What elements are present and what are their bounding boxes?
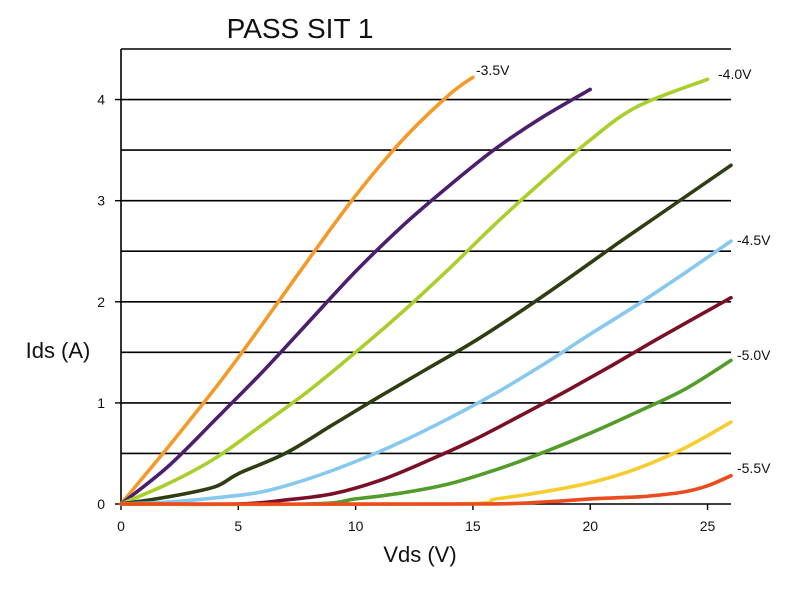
y-tick-label: 0 [97,496,105,512]
curve-labels: -3.5V -4.0V -4.5V -5.0V -5.5V [476,62,771,476]
curve-label: -5.0V [737,347,771,363]
curve-label: -4.0V [718,66,752,82]
series-line [119,358,733,507]
x-axis-label: Vds (V) [383,542,456,567]
series-line [119,473,733,506]
x-tick-label: 15 [465,518,481,534]
y-tick-label: 4 [97,92,105,108]
series-line [119,75,475,506]
x-tick-label: 5 [234,518,242,534]
curve-label: -3.5V [476,62,510,78]
series-line [119,163,733,506]
curve-label: -5.5V [737,460,771,476]
y-tick-label: 2 [97,294,105,310]
y-tick-label: 3 [97,193,105,209]
y-axis-label: Ids (A) [26,338,91,363]
series-line [119,239,733,506]
x-tick-label: 20 [582,518,598,534]
curve-label: -4.5V [737,232,771,248]
series-line [119,295,733,507]
y-tick-label: 1 [97,395,105,411]
series-line [119,87,592,506]
x-tick-label: 10 [348,518,364,534]
x-tick-label: 25 [700,518,716,534]
chart-title: PASS SIT 1 [227,13,374,44]
horizontal-gridlines [121,48,731,455]
x-tick-label: 0 [117,518,125,534]
series-line [119,77,710,506]
series-lines [119,75,733,507]
y-axis-ticks: 0 1 2 3 4 [97,92,121,512]
x-axis-ticks: 0 5 10 15 20 25 [117,504,716,534]
